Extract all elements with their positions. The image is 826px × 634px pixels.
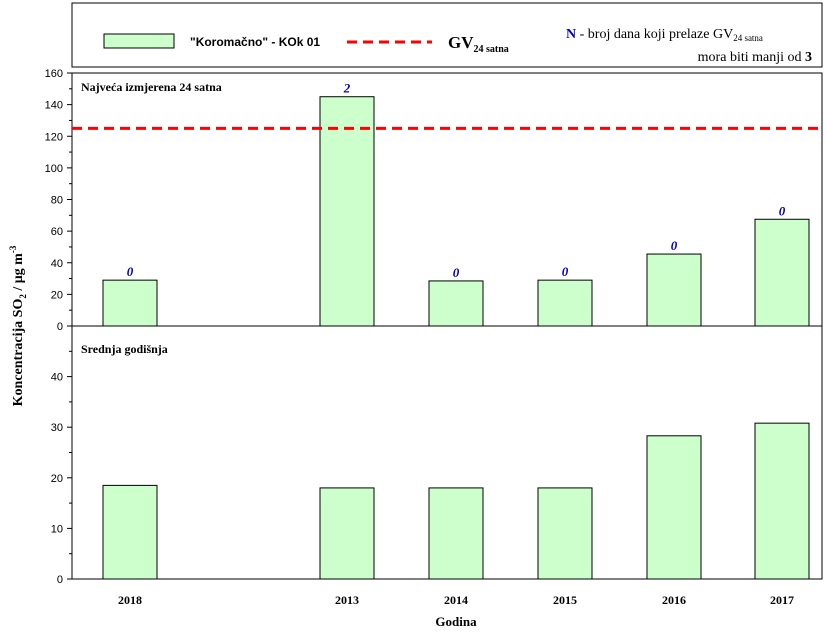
bar-2016	[646, 435, 702, 580]
legend-series-label: "Koromačno" - KOk 01	[190, 35, 320, 49]
y-tick-label: 140	[45, 100, 63, 112]
bar-2015	[537, 279, 593, 327]
y-tick-label: 20	[51, 289, 63, 301]
bottom-y-axis: 0 10 20 30 40	[51, 350, 72, 586]
exceedance-label-2014: 0	[453, 265, 460, 280]
x-tick-label-2014: 2014	[444, 593, 468, 607]
bar-2016	[646, 253, 702, 327]
exceedance-label-2015: 0	[562, 264, 569, 279]
bar-2017	[754, 218, 810, 327]
bottom-bars	[102, 422, 810, 580]
bar-2014	[428, 487, 484, 580]
exceedance-label-2017: 0	[779, 203, 786, 218]
top-bars: 0 2 0 0 0 0	[102, 81, 810, 327]
y-tick-label: 0	[57, 321, 63, 333]
legend-n-text: N - broj dana koji prelaze GV24 satna	[566, 27, 763, 43]
y-axis-title: Koncentracija SO2 / μg m-3	[8, 245, 28, 406]
x-tick-label-2013: 2013	[335, 593, 359, 607]
bar-2017	[754, 422, 810, 580]
y-tick-label: 10	[51, 523, 63, 535]
y-tick-label: 30	[51, 422, 63, 434]
x-tick-labels: 2018 2013 2014 2015 2016 2017	[118, 593, 794, 607]
legend-n-letter: N	[566, 27, 576, 42]
legend-gv-label: GV24 satna	[448, 33, 509, 55]
x-tick-label-2018: 2018	[118, 593, 142, 607]
legend-n-line2: mora biti manji od 3	[698, 50, 812, 65]
bar-2014	[428, 280, 484, 327]
bar-2018	[102, 279, 158, 327]
bar-2015	[537, 487, 593, 580]
y-tick-label: 40	[51, 372, 63, 384]
legend-swatch	[103, 33, 175, 49]
y-tick-label: 100	[45, 163, 63, 175]
y-tick-label: 40	[51, 258, 63, 270]
bottom-panel-label: Srednja godišnja	[81, 342, 168, 356]
y-tick-label: 160	[45, 68, 63, 80]
exceedance-label-2018: 0	[127, 264, 134, 279]
legend-box	[71, 2, 823, 68]
x-tick-label-2016: 2016	[662, 593, 686, 607]
y-tick-label: 120	[45, 131, 63, 143]
bar-2013	[319, 487, 375, 580]
x-tick-label-2015: 2015	[553, 593, 577, 607]
top-y-axis: 0 20 40 60 80 100 120 140 160	[45, 68, 72, 333]
y-tick-label: 20	[51, 473, 63, 485]
y-tick-label: 60	[51, 226, 63, 238]
bar-2018	[102, 484, 158, 580]
x-axis-title: Godina	[435, 614, 477, 629]
bar-2013	[319, 96, 375, 327]
y-tick-label: 0	[57, 574, 63, 586]
exceedance-label-2016: 0	[671, 238, 678, 253]
y-tick-label: 80	[51, 195, 63, 207]
top-panel-label: Najveća izmjerena 24 satna	[81, 80, 222, 94]
x-tick-label-2017: 2017	[770, 593, 794, 607]
exceedance-label-2013: 2	[343, 81, 351, 96]
